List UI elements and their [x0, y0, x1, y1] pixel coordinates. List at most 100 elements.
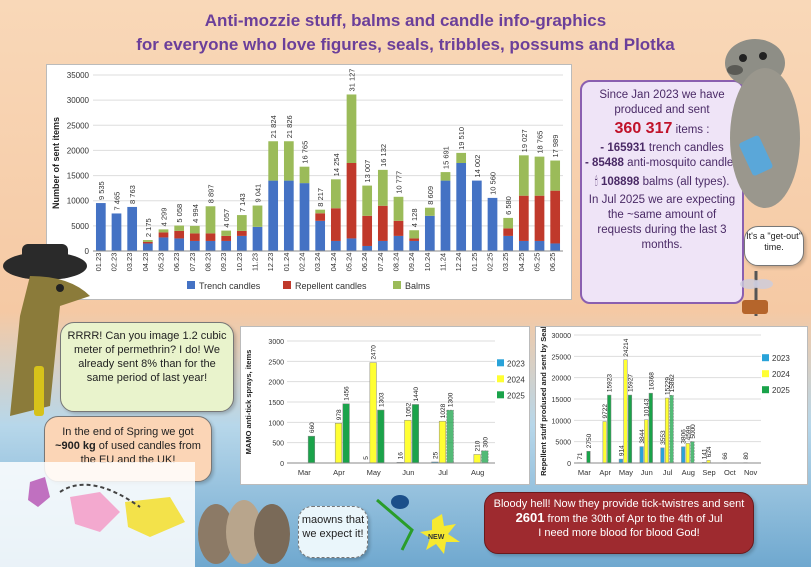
data-label: 15923 [607, 374, 614, 392]
data-label: 1303 [378, 392, 385, 407]
x-tick-label: 04.25 [517, 253, 526, 272]
data-label: 15927 [628, 374, 635, 392]
bar-trench-candles [189, 240, 200, 251]
y-tick-label: 30000 [67, 96, 90, 105]
bar-2025 [446, 409, 454, 464]
total-label: 15 691 [442, 146, 451, 169]
x-tick-label: 02.25 [486, 253, 495, 272]
x-tick-label: 06.24 [360, 253, 369, 272]
bar-balms [221, 230, 232, 236]
bar-trench-candles [205, 240, 216, 251]
bar-balms [456, 152, 467, 163]
stats-total-suffix: items : [675, 124, 710, 136]
total-label: 8 609 [426, 186, 435, 205]
bar-balms [174, 225, 185, 231]
legend-label: 2023 [772, 354, 790, 363]
bar-trench-candles [158, 237, 169, 251]
x-tick-label: 04.24 [329, 253, 338, 272]
bar-trench-candles [503, 235, 514, 251]
legend-label: 2025 [507, 391, 525, 400]
bar-repellent-candles [409, 238, 420, 241]
bar-2024 [334, 422, 343, 464]
legend-swatch [187, 281, 195, 289]
total-label: 19 027 [520, 129, 529, 152]
y-tick-label: 25000 [552, 354, 572, 361]
y-tick-label: 0 [85, 247, 90, 256]
bar-balms [189, 225, 200, 234]
total-label: 18 765 [536, 131, 545, 154]
bar-trench-candles [315, 220, 326, 251]
bar-balms [205, 206, 216, 234]
x-tick-label: 07.24 [376, 253, 385, 272]
data-label: 15862 [669, 374, 676, 392]
y-tick-label: 20000 [552, 376, 572, 383]
x-tick-label: 06.23 [172, 253, 181, 272]
data-label: 16368 [648, 372, 655, 390]
bar-repellent-candles [236, 230, 247, 236]
total-label: 4 057 [222, 209, 231, 228]
x-tick-label: May [619, 468, 633, 477]
bar-2025 [669, 395, 674, 464]
legend-swatch [497, 391, 504, 399]
y-tick-label: 10000 [67, 197, 90, 206]
legend-swatch [762, 386, 769, 394]
data-label: 10143 [644, 398, 651, 416]
bar-trench-candles [471, 180, 482, 251]
bar-repellent-candles [189, 233, 200, 241]
bar-2024 [685, 443, 690, 464]
x-tick-label: Oct [724, 468, 737, 477]
y-tick-label: 2500 [268, 359, 284, 366]
y-tick-label: 15000 [67, 172, 90, 181]
x-tick-label: Mar [298, 468, 311, 477]
x-tick-label: Nov [744, 468, 758, 477]
stats-outlook: In Jul 2025 we are expecting the ~same a… [588, 194, 736, 251]
total-label: 8 217 [316, 188, 325, 207]
bar-balms [409, 230, 420, 239]
mosquito-illustration [740, 271, 773, 316]
x-tick-label: 09.24 [407, 253, 416, 272]
blood-bubble: Bloody hell! Now they provide tick-twist… [484, 492, 754, 554]
data-label: 2470 [371, 345, 378, 360]
bar-balms [534, 156, 545, 196]
stats-trench-num: - 165931 [600, 142, 646, 154]
new-badge: NEW [428, 534, 445, 541]
stats-trench-label: trench candles [648, 142, 724, 154]
y-tick-label: 35000 [67, 71, 90, 80]
bar-2023 [639, 446, 644, 464]
bar-repellent-candles [346, 163, 357, 239]
get-out-bubble: It's a "get-out" time. [744, 226, 804, 266]
bar-balms [236, 215, 247, 231]
total-label: 5 058 [175, 204, 184, 223]
total-label: 10 777 [395, 171, 404, 194]
y-tick-label: 0 [280, 461, 284, 468]
total-label: 6 580 [504, 196, 513, 215]
bar-trench-candles [174, 238, 185, 251]
stats-intro: Since Jan 2023 we have produced and sent [599, 89, 725, 116]
y-tick-label: 3000 [268, 339, 284, 346]
legend-swatch [762, 354, 769, 362]
data-label: 71 [577, 452, 584, 460]
x-tick-label: Sep [702, 468, 715, 477]
y-axis-label: MAMO anti-tick sprays, items [244, 350, 253, 455]
total-label: 21 824 [269, 115, 278, 138]
bar-balms [424, 207, 435, 216]
europe-map-illustration [0, 462, 195, 567]
x-tick-label: 09.23 [219, 253, 228, 272]
bar-trench-candles [393, 235, 404, 251]
cats-bubble: maowns that we expect it! [298, 506, 368, 558]
data-label: 914 [618, 445, 625, 456]
bar-trench-candles [456, 163, 467, 251]
stats-anti-label: anti-mosquito candles [627, 157, 740, 169]
total-label: 14 002 [473, 155, 482, 178]
dinosaur-illustration [3, 244, 90, 416]
bar-2025 [607, 394, 612, 464]
data-label: 15229 [665, 377, 672, 395]
bar-2025 [342, 403, 350, 464]
x-tick-label: Aug [682, 468, 695, 477]
bar-2025 [377, 409, 385, 464]
x-tick-label: 03.25 [501, 253, 510, 272]
bar-trench-candles [550, 243, 561, 251]
total-label: 16 765 [301, 141, 310, 164]
total-label: 4 299 [160, 208, 169, 227]
legend-swatch [497, 359, 504, 367]
